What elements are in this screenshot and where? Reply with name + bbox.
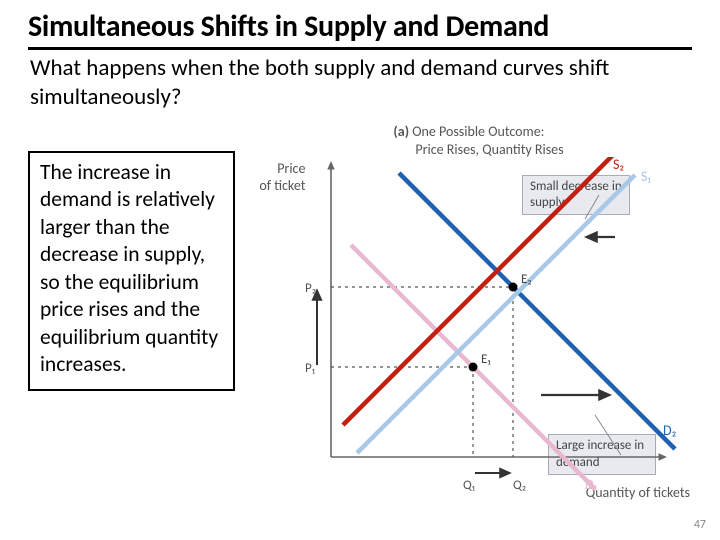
slide-title: Simultaneous Shifts in Supply and Demand <box>28 8 692 50</box>
label-q1: Q₁ <box>463 478 476 493</box>
explanation-box: The increase in demand is relatively lar… <box>28 151 235 391</box>
label-d2: D₂ <box>663 422 677 439</box>
leader-demand <box>595 415 621 455</box>
curve-d2 <box>399 173 675 449</box>
supply-demand-chart: (a) One Possible Outcome: Price Rises, Q… <box>245 123 692 503</box>
chart-svg-wrap: S₁ S₂ D₁ D₂ E₁ E₂ P₁ P₂ Q₁ Q₂ <box>303 157 685 495</box>
explanation-text: The increase in demand is relatively lar… <box>40 159 223 379</box>
curve-s1 <box>357 175 635 453</box>
caption-a: (a) <box>393 123 409 140</box>
y-axis-label: Price of ticket <box>249 161 305 195</box>
label-e1: E₁ <box>481 352 491 367</box>
label-e2: E₂ <box>521 272 532 287</box>
slide-subtitle: What happens when the both supply and de… <box>28 54 692 113</box>
label-q2: Q₂ <box>513 478 526 493</box>
page-number: 47 <box>694 518 706 532</box>
label-p1: P₁ <box>305 361 316 376</box>
label-s1: S₁ <box>641 168 651 185</box>
label-d1: D₁ <box>585 476 598 493</box>
label-p2: P₂ <box>305 281 316 296</box>
caption-line1: One Possible Outcome: <box>412 123 544 140</box>
y-axis-l2: of ticket <box>259 177 305 194</box>
point-e2 <box>509 282 518 291</box>
caption-line2: Price Rises, Quantity Rises <box>393 141 563 158</box>
curve-s2 <box>343 157 613 425</box>
chart-svg: S₁ S₂ D₁ D₂ E₁ E₂ P₁ P₂ Q₁ Q₂ <box>303 157 685 495</box>
slide: Simultaneous Shifts in Supply and Demand… <box>0 0 720 503</box>
content-row: The increase in demand is relatively lar… <box>28 123 692 503</box>
point-e1 <box>469 362 478 371</box>
y-axis-l1: Price <box>277 160 305 177</box>
chart-caption: (a) One Possible Outcome: Price Rises, Q… <box>393 123 563 159</box>
label-s2: S₂ <box>613 157 624 173</box>
